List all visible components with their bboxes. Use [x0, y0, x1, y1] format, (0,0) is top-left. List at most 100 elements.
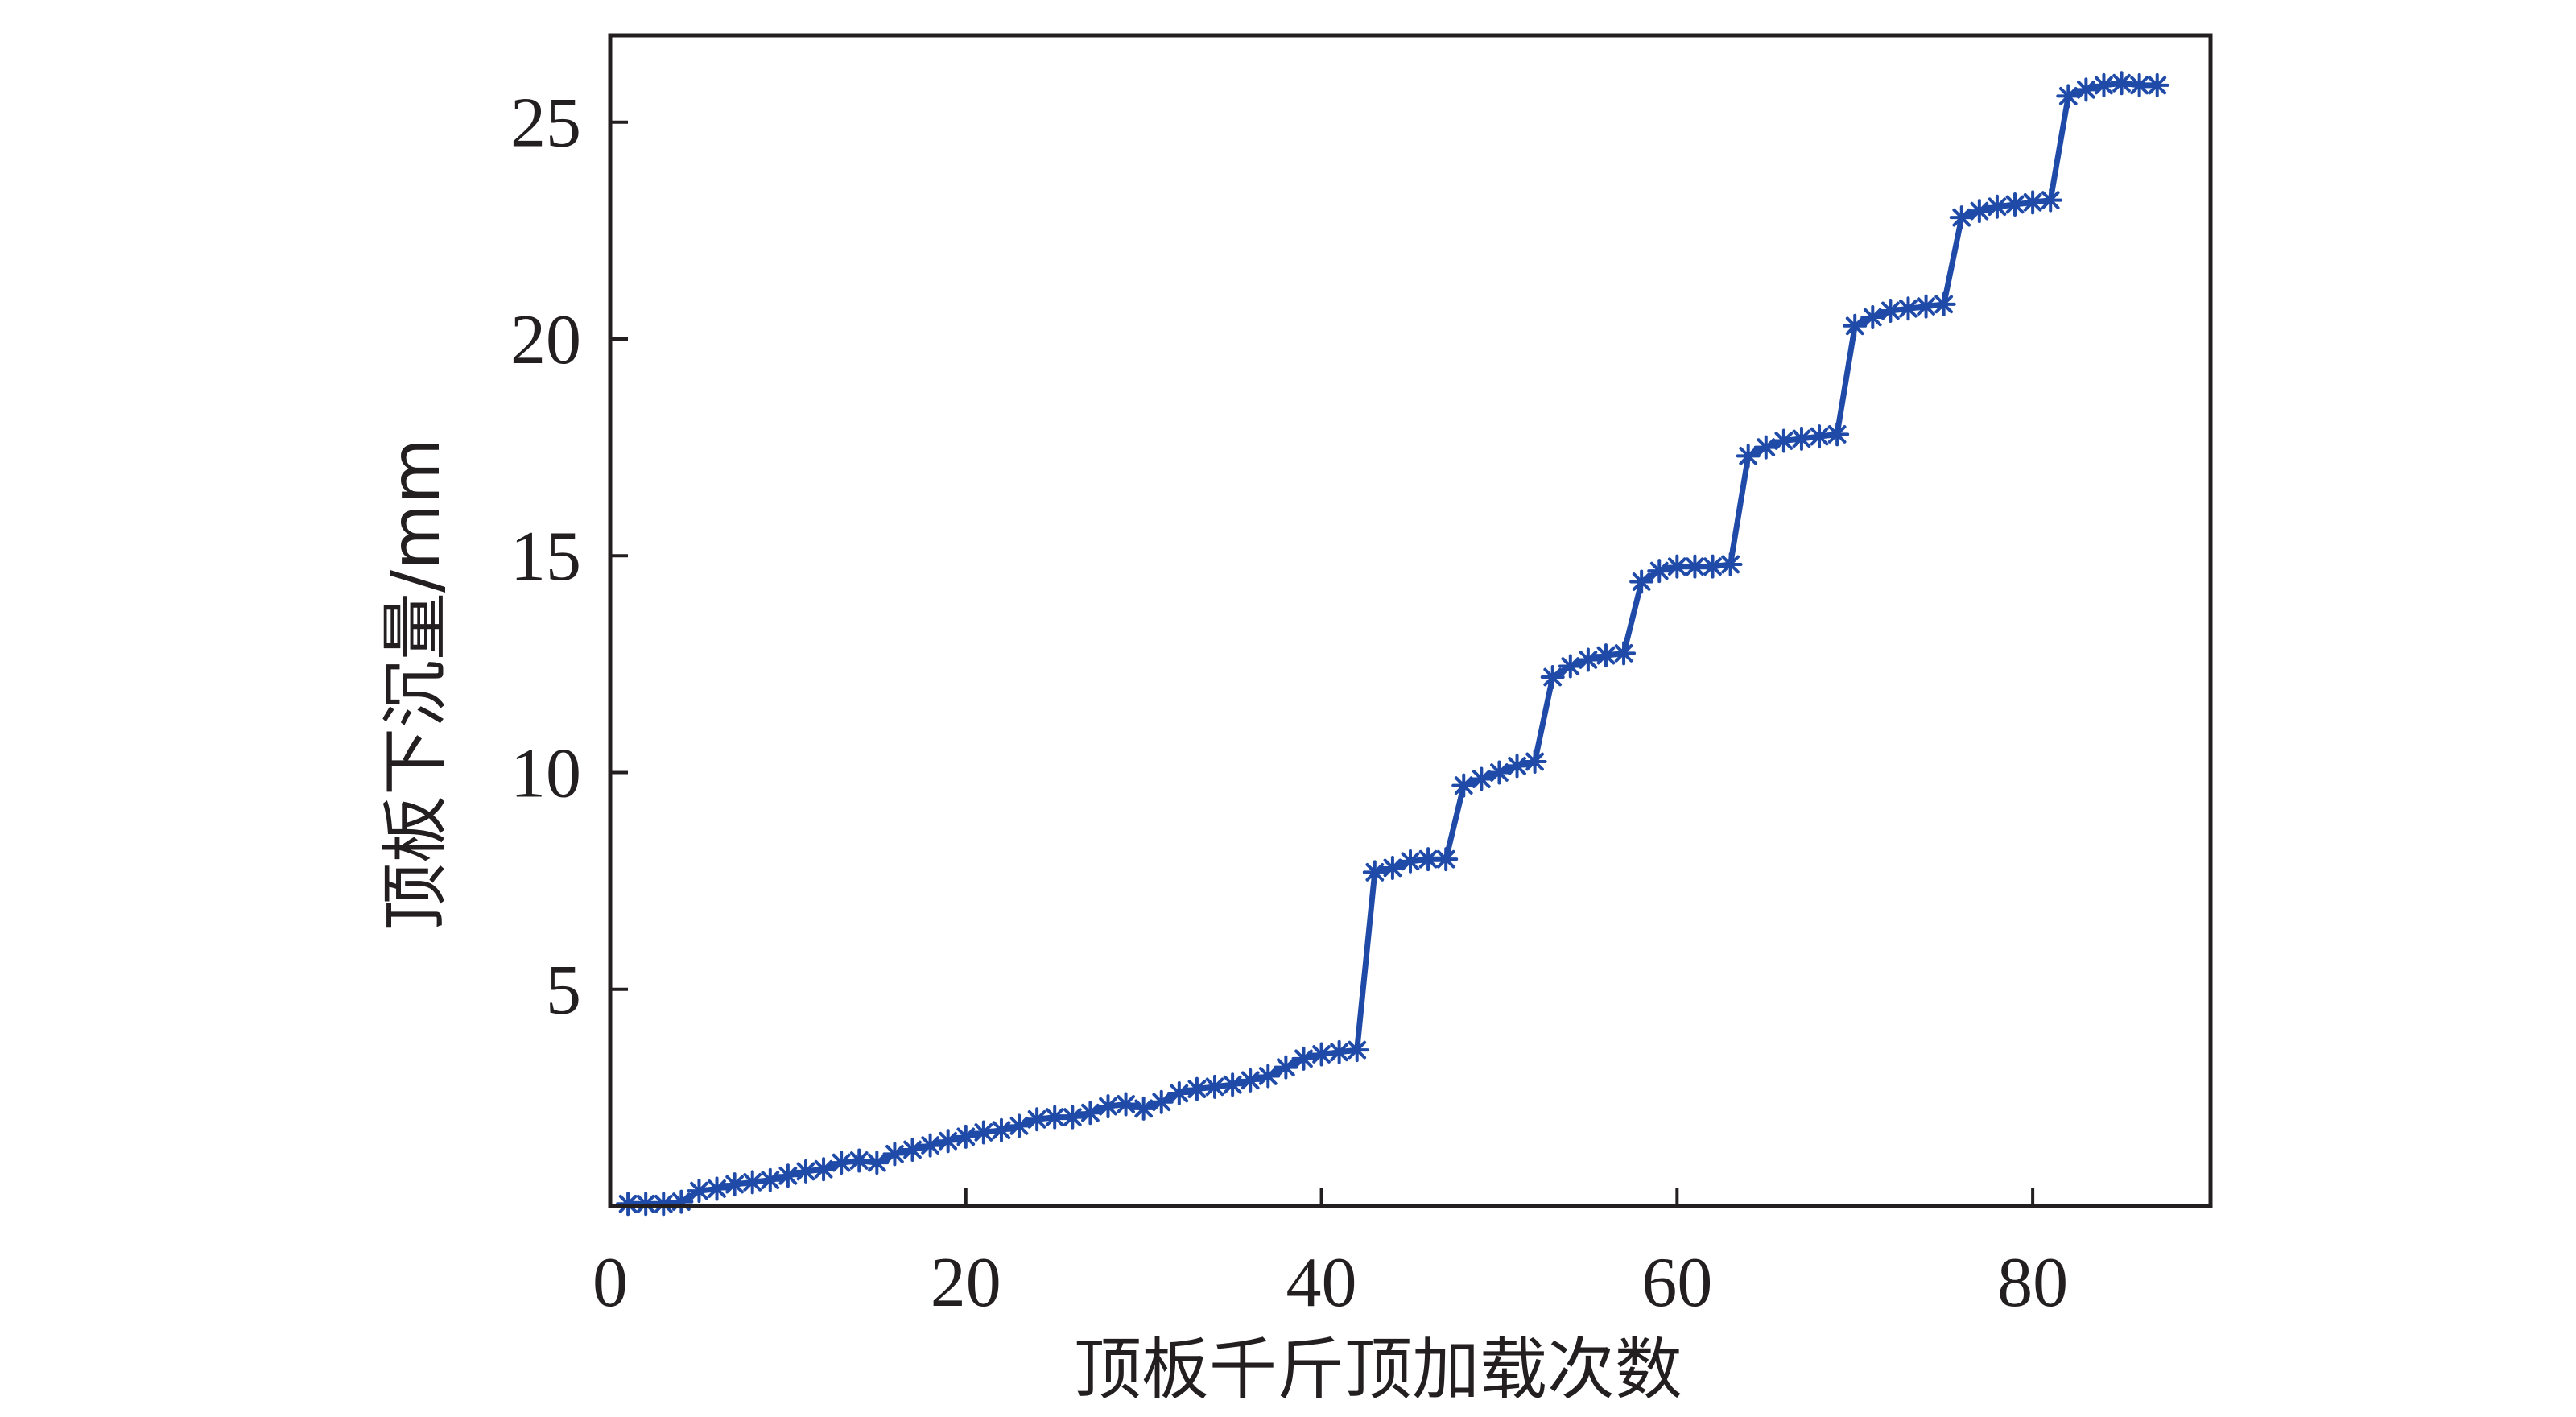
- data-point: [1700, 554, 1725, 579]
- data-point: [900, 1137, 925, 1162]
- x-tick-label: 40: [1286, 1244, 1357, 1322]
- data-point: [1878, 298, 1903, 323]
- data-point: [1469, 766, 1494, 791]
- data-point: [1078, 1101, 1103, 1126]
- data-point: [1558, 654, 1583, 679]
- y-axis-label: 顶板下沉量/mm: [376, 438, 455, 931]
- data-point: [2091, 72, 2116, 97]
- data-point: [1434, 847, 1459, 872]
- data-point: [1575, 647, 1600, 672]
- data-point: [1771, 428, 1796, 453]
- data-point: [829, 1151, 854, 1175]
- data-point: [1753, 435, 1778, 460]
- data-point: [953, 1124, 978, 1149]
- data-point: [1967, 199, 1992, 224]
- data-point: [2145, 72, 2169, 97]
- x-axis-label: 顶板千斤顶加载次数: [1074, 1330, 1682, 1409]
- data-point: [1451, 773, 1476, 798]
- y-tick-label: 5: [546, 952, 581, 1030]
- data-point: [775, 1163, 800, 1188]
- data-point: [1789, 426, 1814, 451]
- data-point: [935, 1129, 960, 1154]
- data-point: [1327, 1039, 1352, 1064]
- data-point: [1647, 559, 1672, 584]
- tick-layer: 0 20 40 60 80 5 10 15 20 25: [510, 85, 2068, 1322]
- x-tick-label: 60: [1641, 1244, 1712, 1322]
- data-point: [1025, 1107, 1050, 1132]
- data-point: [704, 1176, 729, 1201]
- data-point: [651, 1192, 676, 1217]
- data-point: [2074, 77, 2099, 102]
- data-point: [918, 1133, 943, 1158]
- x-tick-label: 20: [931, 1244, 1001, 1322]
- data-point: [1309, 1042, 1334, 1067]
- data-point: [1238, 1068, 1263, 1093]
- series-layer: [616, 71, 2169, 1217]
- data-point: [2021, 190, 2046, 215]
- data-point: [971, 1120, 996, 1145]
- data-point: [1540, 665, 1565, 690]
- data-point: [722, 1172, 747, 1197]
- data-point: [1007, 1113, 1032, 1138]
- plot-frame: [608, 33, 2213, 1208]
- data-point: [1398, 849, 1422, 874]
- data-point: [1220, 1072, 1245, 1097]
- data-point: [2038, 188, 2063, 213]
- data-point: [882, 1142, 907, 1167]
- data-point: [2109, 71, 2134, 96]
- data-point: [1344, 1038, 1369, 1063]
- data-point: [1060, 1105, 1085, 1130]
- data-point: [1665, 554, 1690, 579]
- data-point: [1149, 1089, 1174, 1114]
- data-point: [669, 1189, 694, 1214]
- data-point: [1718, 552, 1743, 576]
- y-tick-label: 25: [510, 85, 581, 163]
- data-point: [1984, 194, 2009, 219]
- data-point: [1274, 1055, 1298, 1080]
- data-point: [1113, 1092, 1138, 1117]
- data-point: [1166, 1080, 1191, 1105]
- data-point: [1184, 1076, 1209, 1101]
- data-point: [2056, 84, 2081, 109]
- data-point: [1860, 305, 1885, 330]
- x-tick-label: 80: [1997, 1244, 2068, 1322]
- data-point: [1896, 296, 1921, 321]
- data-point: [687, 1179, 712, 1204]
- data-point: [634, 1192, 658, 1217]
- data-point: [1256, 1064, 1281, 1089]
- data-point: [1487, 760, 1512, 785]
- data-point: [1612, 641, 1637, 666]
- data-point: [1931, 291, 1956, 316]
- data-point: [1736, 444, 1761, 469]
- data-point: [847, 1148, 872, 1173]
- x-tick-label: 0: [592, 1244, 628, 1322]
- data-point: [740, 1170, 765, 1195]
- series-line: [625, 80, 2161, 1207]
- data-point: [1203, 1074, 1228, 1099]
- data-point: [1096, 1094, 1121, 1119]
- data-point: [1949, 205, 1974, 230]
- data-point: [1522, 750, 1547, 775]
- data-point: [1825, 422, 1850, 447]
- data-point: [1380, 855, 1405, 880]
- data-point: [1593, 643, 1618, 668]
- data-point: [1291, 1046, 1316, 1071]
- data-point: [1807, 424, 1832, 449]
- data-point: [865, 1151, 890, 1175]
- y-tick-label: 15: [510, 518, 581, 596]
- data-point: [1131, 1096, 1156, 1121]
- y-tick-label: 20: [510, 301, 581, 379]
- data-point: [989, 1117, 1013, 1142]
- data-point: [1629, 569, 1654, 594]
- y-tick-label: 10: [510, 734, 581, 812]
- data-point: [1505, 754, 1530, 779]
- data-point: [1913, 294, 1938, 319]
- data-point: [1843, 313, 1868, 338]
- data-point: [2003, 192, 2028, 217]
- data-point: [2127, 72, 2152, 97]
- data-point: [758, 1167, 782, 1192]
- data-point: [793, 1159, 818, 1184]
- data-point: [811, 1157, 836, 1182]
- data-point: [1362, 860, 1387, 885]
